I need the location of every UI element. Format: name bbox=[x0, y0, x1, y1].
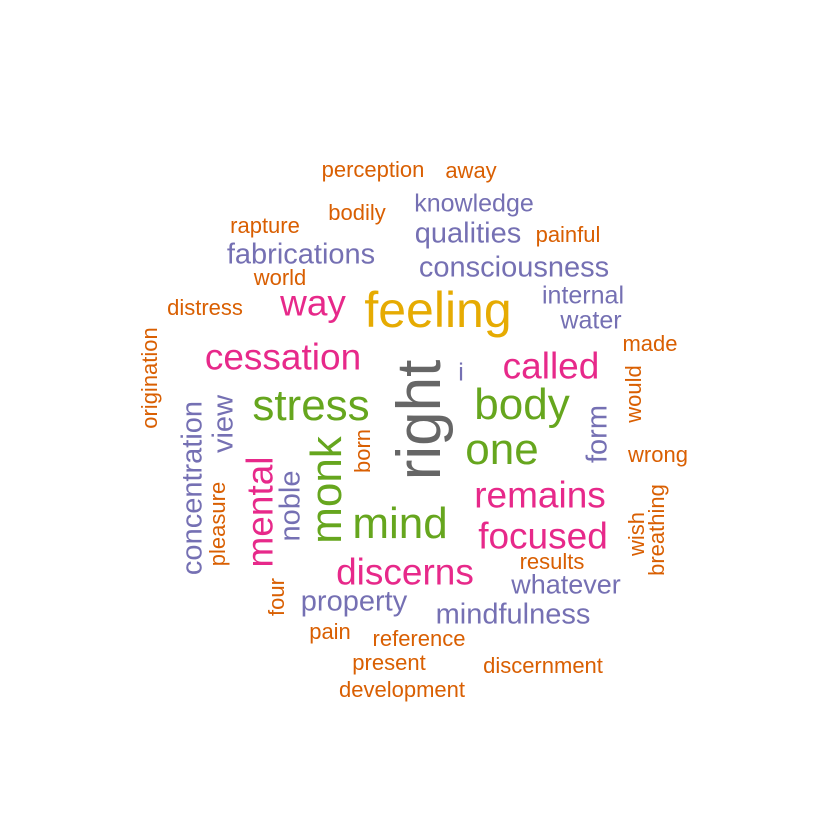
word-origination: origination bbox=[137, 327, 162, 429]
word-discernment: discernment bbox=[483, 653, 603, 678]
word-knowledge: knowledge bbox=[414, 189, 534, 218]
word-stress: stress bbox=[252, 381, 370, 430]
word-water: water bbox=[560, 306, 622, 335]
word-present: present bbox=[352, 650, 426, 675]
word-noble: noble bbox=[274, 470, 307, 542]
word-reference: reference bbox=[372, 626, 466, 651]
word-made: made bbox=[622, 331, 678, 356]
word-cessation: cessation bbox=[204, 336, 362, 378]
word-born: born bbox=[350, 428, 375, 474]
word-mindfulness: mindfulness bbox=[435, 598, 591, 631]
word-pleasure: pleasure bbox=[205, 481, 230, 567]
word-mental: mental bbox=[239, 456, 281, 568]
word-consciousness: consciousness bbox=[418, 251, 610, 284]
word-four: four bbox=[264, 578, 289, 616]
word-away: away bbox=[445, 158, 497, 183]
word-way: way bbox=[280, 282, 346, 324]
word-monk: monk bbox=[302, 436, 351, 544]
word-remains: remains bbox=[474, 474, 606, 516]
word-breathing: breathing bbox=[644, 484, 669, 576]
word-fabrications: fabrications bbox=[226, 238, 376, 271]
word-qualities: qualities bbox=[414, 217, 522, 250]
word-bodily: bodily bbox=[328, 200, 386, 225]
word-distress: distress bbox=[167, 295, 243, 320]
word-results: results bbox=[519, 549, 585, 574]
word-painful: painful bbox=[535, 222, 601, 247]
word-rapture: rapture bbox=[230, 213, 300, 238]
word-discerns: discerns bbox=[336, 551, 474, 593]
word-development: development bbox=[339, 677, 465, 702]
word-world: world bbox=[253, 265, 307, 290]
word-i: i bbox=[458, 358, 464, 387]
word-property: property bbox=[300, 585, 408, 618]
word-perception: perception bbox=[321, 157, 425, 182]
word-form: form bbox=[581, 405, 614, 463]
word-focused: focused bbox=[478, 515, 608, 557]
word-one: one bbox=[465, 425, 539, 474]
word-called: called bbox=[502, 345, 600, 387]
word-mind: mind bbox=[352, 499, 448, 548]
word-body: body bbox=[474, 380, 570, 429]
word-view: view bbox=[207, 394, 240, 454]
word-would: would bbox=[621, 365, 646, 423]
word-feeling: feeling bbox=[364, 282, 512, 338]
word-pain: pain bbox=[309, 619, 351, 644]
word-right: right bbox=[385, 359, 454, 481]
word-internal: internal bbox=[542, 281, 624, 310]
word-whatever: whatever bbox=[511, 569, 621, 600]
word-wrong: wrong bbox=[628, 442, 688, 467]
word-concentration: concentration bbox=[176, 400, 209, 576]
